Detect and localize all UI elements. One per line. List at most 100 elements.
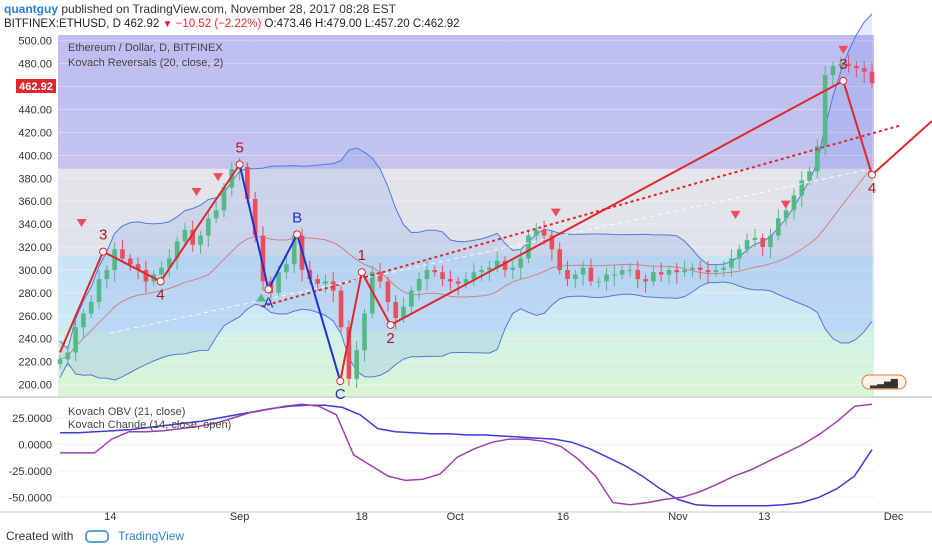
wave-label: 5 bbox=[235, 140, 243, 157]
wave-label: B bbox=[292, 209, 302, 226]
price-change: −10.52 (−2.22%) bbox=[175, 18, 262, 30]
wave-point bbox=[264, 285, 273, 294]
candle-body bbox=[143, 269, 149, 282]
wave-point bbox=[386, 320, 395, 329]
candle-body bbox=[651, 272, 656, 282]
price-tick-label: 200.00 bbox=[18, 380, 52, 392]
candle-body bbox=[57, 359, 63, 364]
price-tick-label: 380.00 bbox=[18, 173, 52, 185]
price-pane-background bbox=[58, 35, 874, 396]
candle-body bbox=[713, 269, 719, 273]
candle-body bbox=[362, 313, 367, 351]
wave-point bbox=[293, 230, 302, 239]
tradingview-brand[interactable]: TradingView bbox=[118, 529, 185, 543]
candle-body bbox=[229, 169, 235, 188]
indicator-legend-obv: Kovach OBV (21, close) bbox=[68, 406, 185, 418]
candle-body bbox=[612, 274, 617, 276]
candle-body bbox=[346, 327, 352, 379]
wave-label: 3 bbox=[99, 227, 107, 244]
candle-body bbox=[869, 71, 875, 84]
candle-body bbox=[455, 281, 461, 284]
candle-body bbox=[73, 327, 78, 353]
dotted-trendline bbox=[260, 124, 901, 308]
wave-segment bbox=[296, 234, 342, 382]
candle-body bbox=[518, 258, 523, 268]
candle-body bbox=[502, 260, 508, 270]
wave-segment bbox=[238, 164, 270, 290]
price-tick-label: 320.00 bbox=[18, 242, 52, 254]
candle-body bbox=[112, 249, 117, 270]
light-trendline bbox=[110, 168, 871, 334]
candle-body bbox=[846, 63, 851, 66]
flag-icon[interactable]: ▂▃▅▇ bbox=[861, 374, 907, 390]
osc-tick-label: 25.0000 bbox=[12, 413, 52, 425]
created-with-label: Created with bbox=[6, 529, 74, 543]
candle-body bbox=[206, 218, 211, 236]
wave-segment bbox=[339, 272, 363, 382]
candle-body bbox=[377, 272, 383, 282]
time-tick-label: Oct bbox=[447, 511, 464, 523]
candle-body bbox=[440, 272, 445, 280]
symbol-header: BITFINEX:ETHUSD, D 462.92 ▼ −10.52 (−2.2… bbox=[4, 18, 460, 30]
candle-body bbox=[807, 171, 812, 181]
wave-label: 4 bbox=[156, 286, 164, 303]
candle-body bbox=[323, 281, 328, 284]
candle-body bbox=[760, 237, 766, 248]
current-price-tag-text: 462.92 bbox=[19, 81, 53, 93]
candle-body bbox=[604, 274, 609, 282]
candle-body bbox=[533, 229, 539, 236]
wave-segment bbox=[360, 271, 392, 326]
wave-segment bbox=[842, 80, 873, 176]
candle-body bbox=[580, 267, 586, 275]
time-tick-label: 14 bbox=[104, 511, 116, 523]
candle-body bbox=[448, 279, 453, 282]
wave-segment bbox=[390, 79, 844, 326]
time-tick-label: 18 bbox=[356, 511, 368, 523]
candle-body bbox=[104, 269, 110, 280]
reversal-marker-icon bbox=[838, 45, 849, 54]
reversal-marker-icon bbox=[76, 218, 87, 227]
svg-text:▂▃▅▇: ▂▃▅▇ bbox=[869, 378, 899, 389]
candle-body bbox=[791, 195, 797, 211]
upper-band-line bbox=[59, 13, 873, 350]
candle-body bbox=[385, 281, 391, 303]
candle-body bbox=[658, 272, 664, 275]
author-name[interactable]: quantguy bbox=[4, 2, 58, 16]
wave-label: C bbox=[335, 386, 346, 403]
middle-band-line bbox=[59, 167, 873, 360]
publish-header: quantguy published on TradingView.com, N… bbox=[4, 2, 396, 16]
price-tick-label: 280.00 bbox=[18, 288, 52, 300]
candle-body bbox=[510, 267, 516, 270]
osc-tick-label: 0.0000 bbox=[18, 439, 52, 451]
candle-body bbox=[166, 258, 172, 268]
chande-line bbox=[60, 403, 873, 506]
candle-body bbox=[260, 235, 266, 282]
candle-body bbox=[557, 249, 563, 270]
candle-body bbox=[666, 269, 672, 275]
candle-body bbox=[198, 235, 203, 245]
candle-body bbox=[221, 187, 227, 211]
candle-body bbox=[416, 279, 422, 291]
wave-segment bbox=[59, 251, 105, 353]
time-tick-label: Sep bbox=[230, 511, 250, 523]
publish-info: published on TradingView.com, November 2… bbox=[61, 2, 396, 16]
indicator-legend-chande: Kovach Chande (14, close, open) bbox=[68, 419, 231, 431]
reversal-marker-icon bbox=[780, 200, 791, 209]
price-tick-label: 260.00 bbox=[18, 311, 52, 323]
candle-body bbox=[830, 65, 836, 76]
time-tick-label: 13 bbox=[758, 511, 770, 523]
candle-body bbox=[315, 279, 320, 284]
candle-body bbox=[744, 240, 750, 250]
candle-body bbox=[588, 267, 594, 282]
tradingview-logo-icon[interactable] bbox=[84, 530, 109, 544]
wave-label: 3 bbox=[839, 56, 847, 73]
candle-body bbox=[409, 290, 414, 307]
candle-body bbox=[705, 269, 711, 273]
candle-body bbox=[213, 210, 219, 219]
candle-body bbox=[822, 75, 828, 147]
candle-body bbox=[190, 229, 196, 245]
candle-body bbox=[572, 274, 578, 280]
candle-body bbox=[338, 290, 344, 328]
wave-point bbox=[868, 170, 876, 179]
